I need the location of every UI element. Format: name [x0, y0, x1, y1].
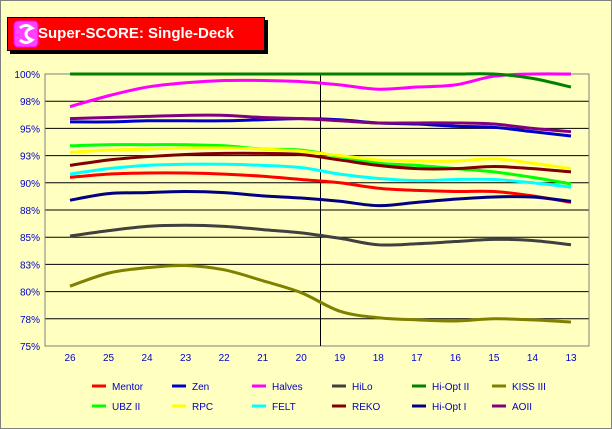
legend-label-mentor: Mentor: [112, 382, 144, 393]
series-line-hilo: [69, 223, 572, 247]
legend-label-ubz-ii: UBZ II: [112, 402, 140, 413]
x-tick-label: 22: [219, 353, 231, 364]
y-tick-label: 95%: [20, 124, 40, 135]
legend-label-halves: Halves: [272, 382, 303, 393]
x-tick-label: 21: [257, 353, 269, 364]
x-axis-ticks: 26 25 24 23 22 21 20 19 18 17 16 15 14 13: [64, 353, 577, 364]
x-tick-label: 23: [180, 353, 192, 364]
series-line-felt: [69, 162, 572, 189]
x-tick-label: 18: [373, 353, 385, 364]
y-tick-label: 80%: [20, 288, 40, 299]
y-tick-label: 93%: [20, 152, 40, 163]
series-line-kiss-iii: [69, 263, 572, 324]
series-lines: [69, 72, 572, 324]
x-tick-label: 24: [142, 353, 154, 364]
series-line-hi-opt-ii: [70, 72, 572, 89]
legend-label-rpc: RPC: [192, 402, 213, 413]
chart-title-box: Super-SCORE: Single-Deck: [7, 17, 265, 51]
x-tick-label: 16: [450, 353, 462, 364]
y-tick-label: 100%: [14, 70, 40, 81]
y-tick-label: 88%: [20, 206, 40, 217]
legend-label-reko: REKO: [352, 402, 381, 413]
y-tick-label: 83%: [20, 260, 40, 271]
series-line-hi-opt-i: [69, 190, 572, 208]
x-tick-label: 17: [411, 353, 423, 364]
x-tick-label: 13: [565, 353, 577, 364]
legend-label-hi-opt-i: Hi-Opt I: [432, 402, 466, 413]
spade-card-icon: [13, 20, 39, 48]
y-tick-label: 75%: [20, 342, 40, 353]
legend-label-kiss-iii: KISS III: [512, 382, 546, 393]
x-tick-label: 19: [334, 353, 346, 364]
x-tick-label: 15: [488, 353, 500, 364]
y-axis-ticks: 100% 98% 95% 93% 90% 88% 85% 83% 80% 78% 75%: [14, 70, 40, 353]
legend-label-aoii: AOII: [512, 402, 532, 413]
series-line-aoii: [69, 113, 572, 134]
series-line-halves: [69, 72, 572, 109]
legend-label-hi-opt-ii: Hi-Opt II: [432, 382, 469, 393]
y-tick-label: 85%: [20, 233, 40, 244]
x-tick-label: 25: [103, 353, 115, 364]
x-tick-label: 26: [64, 353, 76, 364]
legend-label-hilo: HiLo: [352, 382, 373, 393]
chart-title: Super-SCORE: Single-Deck: [38, 25, 234, 42]
x-tick-label: 14: [527, 353, 539, 364]
legend-label-zen: Zen: [192, 382, 209, 393]
series-line-mentor: [69, 171, 572, 204]
y-tick-label: 98%: [20, 97, 40, 108]
series-line-reko: [69, 151, 572, 174]
y-tick-label: 78%: [20, 315, 40, 326]
legend-label-felt: FELT: [272, 402, 296, 413]
grid-lines: [45, 73, 589, 347]
y-tick-label: 90%: [20, 179, 40, 190]
legend: Mentor Zen Halves HiLo Hi-Opt II KISS III UBZ …: [92, 382, 546, 413]
series-line-rpc: [69, 146, 572, 171]
x-tick-label: 20: [296, 353, 308, 364]
